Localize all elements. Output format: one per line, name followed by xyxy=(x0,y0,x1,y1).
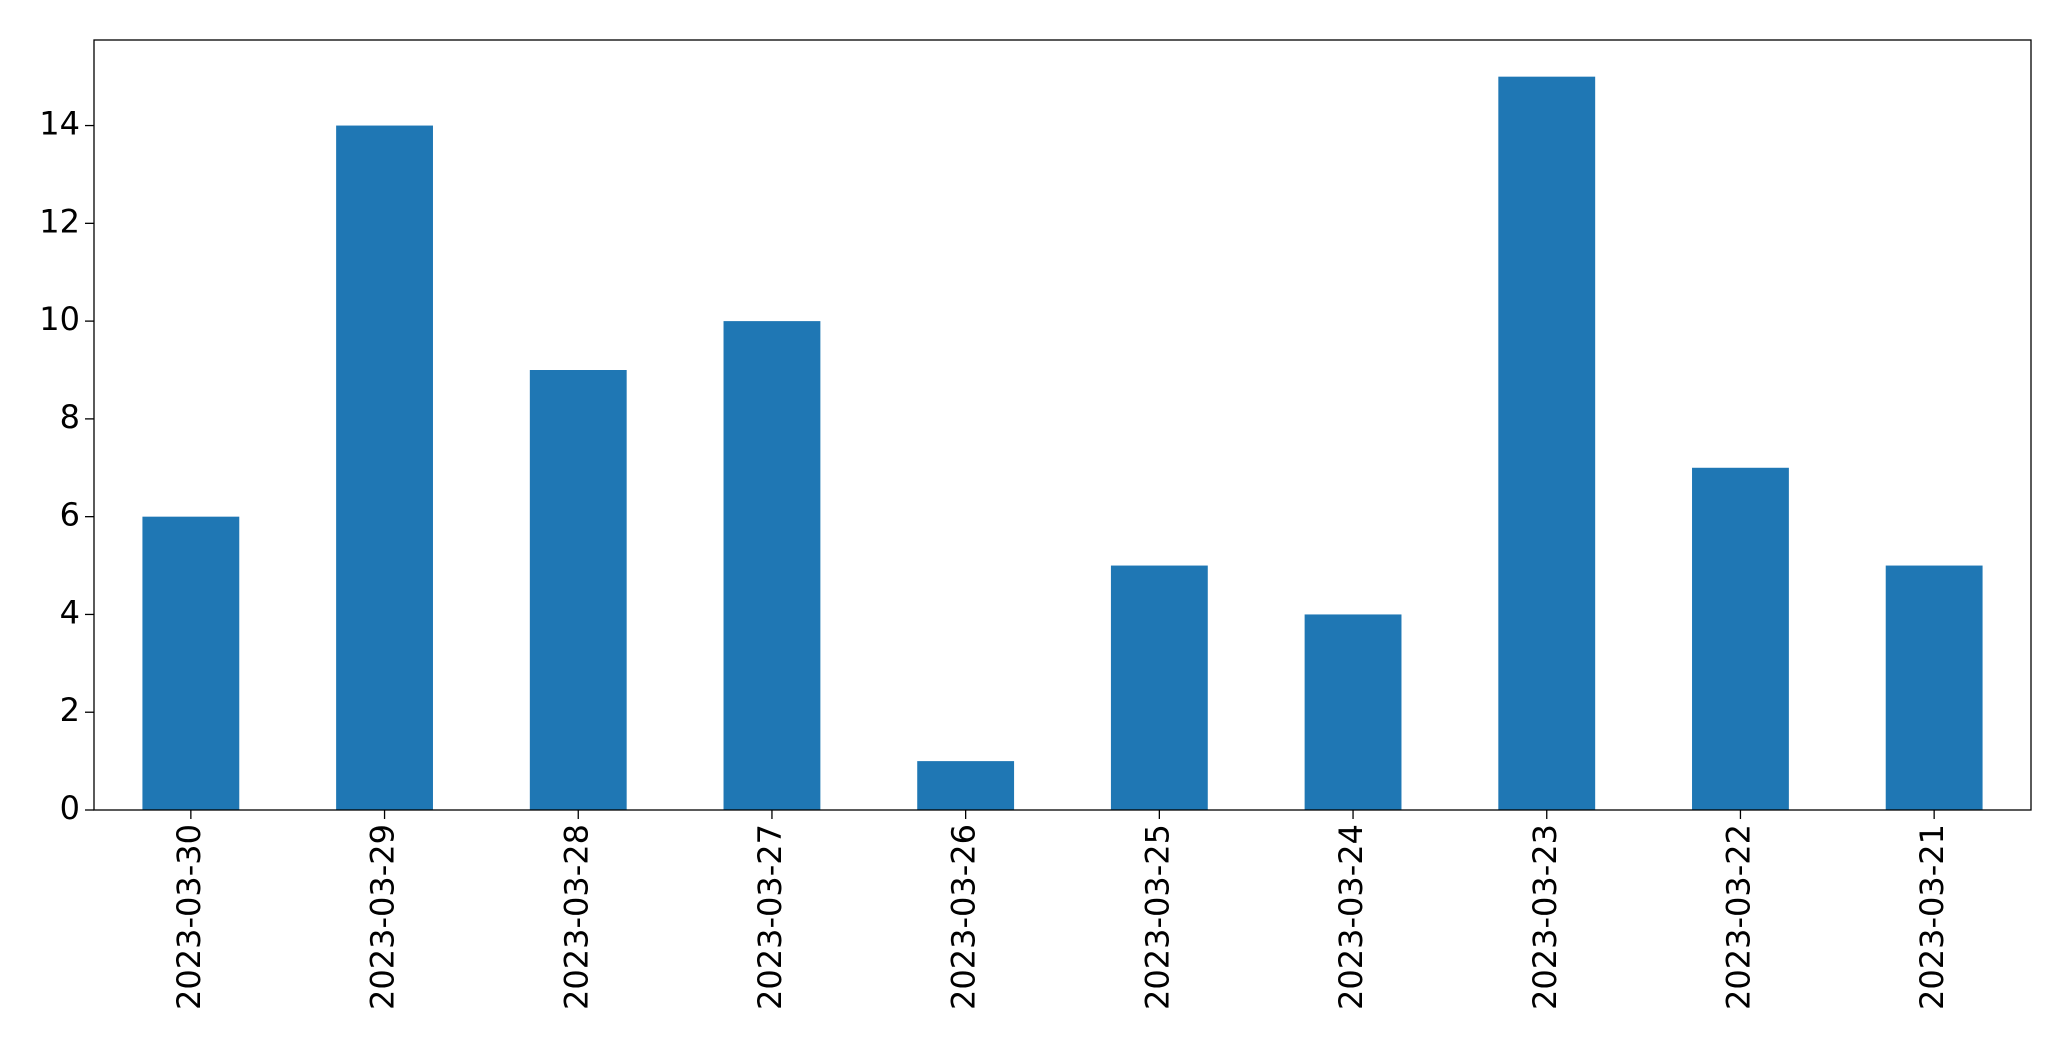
bar xyxy=(336,125,433,811)
x-tick-label: 2023-03-22 xyxy=(1719,824,1757,1010)
bar xyxy=(1110,565,1208,810)
x-tick-label: 2023-03-28 xyxy=(557,824,595,1010)
bar xyxy=(917,761,1015,810)
y-tick-label: 12 xyxy=(39,202,80,240)
bar xyxy=(723,321,821,810)
bar xyxy=(1692,467,1789,810)
x-tick-label: 2023-03-30 xyxy=(170,824,208,1010)
x-tick-label: 2023-03-26 xyxy=(945,824,983,1010)
bar xyxy=(142,516,240,810)
x-tick-label: 2023-03-24 xyxy=(1332,824,1370,1010)
bar xyxy=(1498,76,1596,810)
y-tick-label: 6 xyxy=(60,496,80,534)
axes-frame xyxy=(93,39,2032,811)
x-tick-label: 2023-03-29 xyxy=(364,824,402,1010)
y-tick-label: 4 xyxy=(60,593,80,631)
y-tick-label: 2 xyxy=(60,691,80,729)
bar xyxy=(1885,565,1983,810)
bar xyxy=(529,370,627,810)
x-tick-label: 2023-03-21 xyxy=(1913,824,1951,1010)
y-tick-label: 8 xyxy=(60,398,80,436)
x-tick-label: 2023-03-25 xyxy=(1138,824,1176,1010)
y-tick-label: 10 xyxy=(39,300,80,338)
x-tick-label: 2023-03-23 xyxy=(1526,824,1564,1010)
bar xyxy=(1304,614,1402,810)
y-tick-label: 0 xyxy=(60,789,80,827)
y-tick-label: 14 xyxy=(39,105,80,143)
x-tick-label: 2023-03-27 xyxy=(751,824,789,1010)
